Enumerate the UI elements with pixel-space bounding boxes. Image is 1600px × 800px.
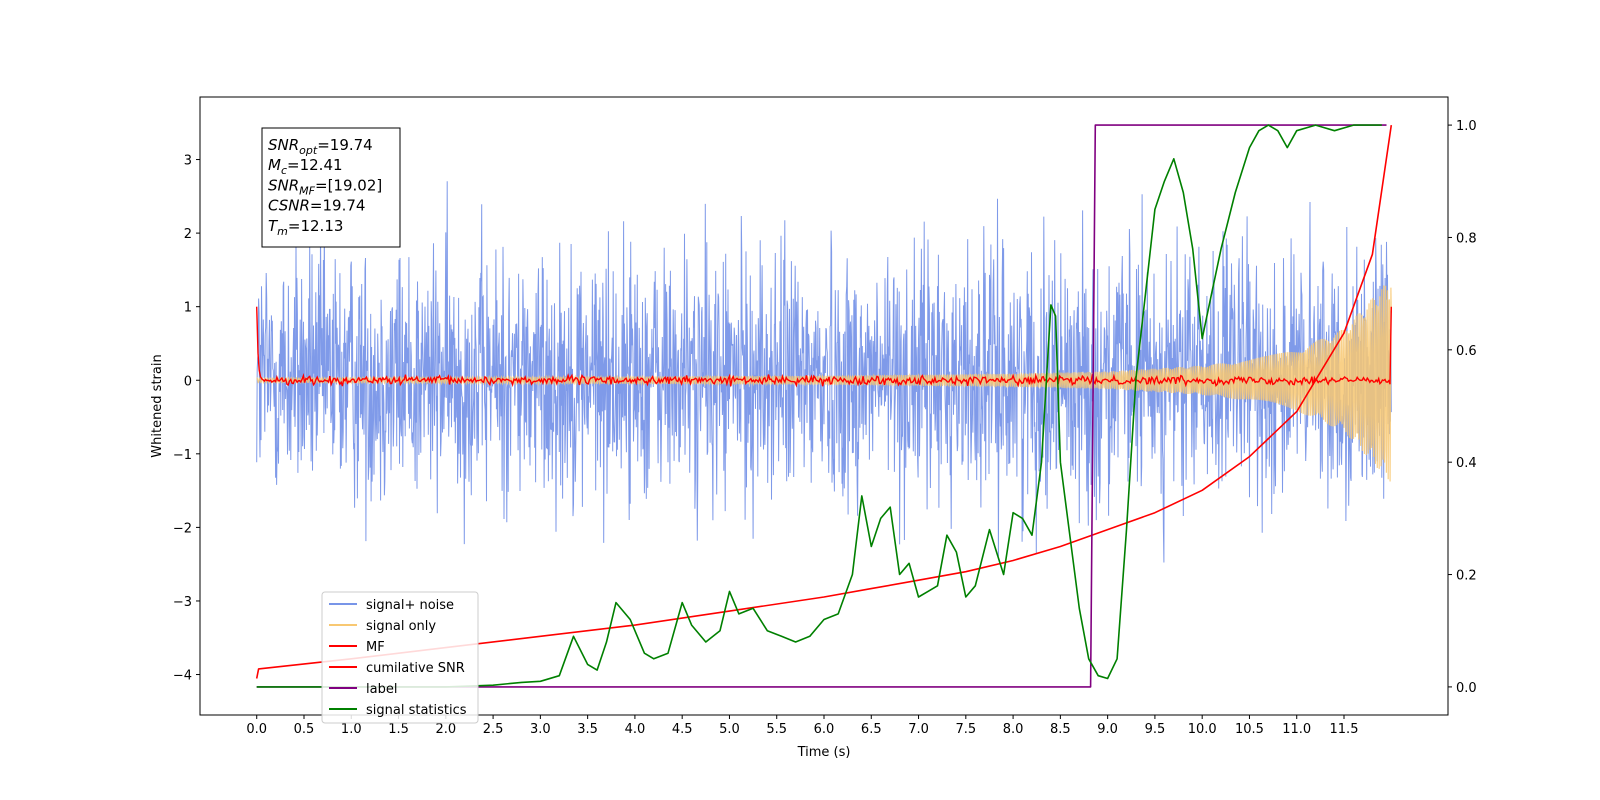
x-tick-label: 9.0 [1097, 722, 1118, 737]
x-tick-label: 4.0 [625, 722, 646, 737]
legend-entry: signal+ noise [366, 598, 454, 613]
y-tick-label: 1 [184, 301, 192, 316]
x-tick-label: 3.5 [577, 722, 598, 737]
legend-entry: signal only [366, 619, 436, 634]
stats-annotation-frame [261, 127, 401, 248]
x-tick-label: 6.0 [814, 722, 835, 737]
series-signal-noise-line [256, 181, 1392, 563]
stats-annotation-line: SNRopt=19.74 [268, 136, 373, 157]
x-tick-label: 7.0 [908, 722, 929, 737]
x-tick-label: 11.0 [1282, 722, 1311, 737]
stats-annotation-line: SNRMF=[19.02] [268, 176, 382, 197]
x-tick-label: 0.0 [246, 722, 267, 737]
x-tick-label: 3.0 [530, 722, 551, 737]
series-mf-line [256, 306, 1392, 388]
y2-tick-label: 1.0 [1456, 119, 1477, 134]
y-tick-label: −3 [173, 595, 192, 610]
x-tick-label: 8.5 [1050, 722, 1071, 737]
x-tick-label: 4.5 [672, 722, 693, 737]
legend-entry: signal statistics [366, 703, 467, 718]
series-signal-statistics-line [256, 124, 1382, 688]
x-tick-label: 5.0 [719, 722, 740, 737]
y-tick-label: −2 [173, 521, 192, 536]
legend-entry: cumilative SNR [366, 661, 465, 676]
x-tick-label: 10.0 [1188, 722, 1217, 737]
y2-tick-label: 0.0 [1456, 681, 1477, 696]
x-tick-label: 7.5 [955, 722, 976, 737]
y-tick-label: −1 [173, 448, 192, 463]
legend-entry: label [366, 682, 397, 697]
stats-annotation-box: SNRopt=19.74Mc=12.41SNRMF=[19.02]CSNR=19… [261, 127, 401, 248]
y-tick-label: 3 [184, 154, 192, 169]
x-tick-label: 9.5 [1145, 722, 1166, 737]
legend: signal+ noise signal only MF cumilative SNR… [321, 591, 479, 724]
stats-annotation-line: Mc=12.41 [268, 156, 343, 177]
x-tick-label: 0.5 [294, 722, 315, 737]
y2-tick-label: 0.4 [1456, 456, 1477, 471]
y-tick-label: 0 [184, 374, 192, 389]
y-axis-label: Whitened strain [150, 354, 165, 457]
legend-entry: MF [366, 640, 385, 655]
y-tick-label: 2 [184, 227, 192, 242]
x-tick-label: 11.5 [1330, 722, 1359, 737]
x-tick-label: 8.0 [1003, 722, 1024, 737]
x-tick-label: 2.5 [483, 722, 504, 737]
x-tick-label: 1.0 [341, 722, 362, 737]
x-tick-label: 6.5 [861, 722, 882, 737]
x-tick-label: 5.5 [766, 722, 787, 737]
x-tick-label: 1.5 [388, 722, 409, 737]
stats-annotation-line: Tm=12.13 [268, 217, 343, 238]
y2-tick-label: 0.8 [1456, 231, 1477, 246]
stats-annotation-line: CSNR=19.74 [268, 197, 365, 215]
series-label-line [256, 124, 1387, 688]
y2-tick-label: 0.6 [1456, 344, 1477, 359]
y-tick-label: −4 [173, 669, 192, 684]
axis-layer: 0.0 0.5 1.0 1.5 2.0 2.5 3.0 3.5 4.0 4.5 5.0 5.5 6.0 6… [173, 119, 1477, 737]
x-tick-label: 2.0 [435, 722, 456, 737]
x-tick-label: 10.5 [1235, 722, 1264, 737]
legend-frame [321, 591, 479, 724]
y2-tick-label: 0.2 [1456, 569, 1477, 584]
x-axis-label: Time (s) [797, 745, 851, 760]
